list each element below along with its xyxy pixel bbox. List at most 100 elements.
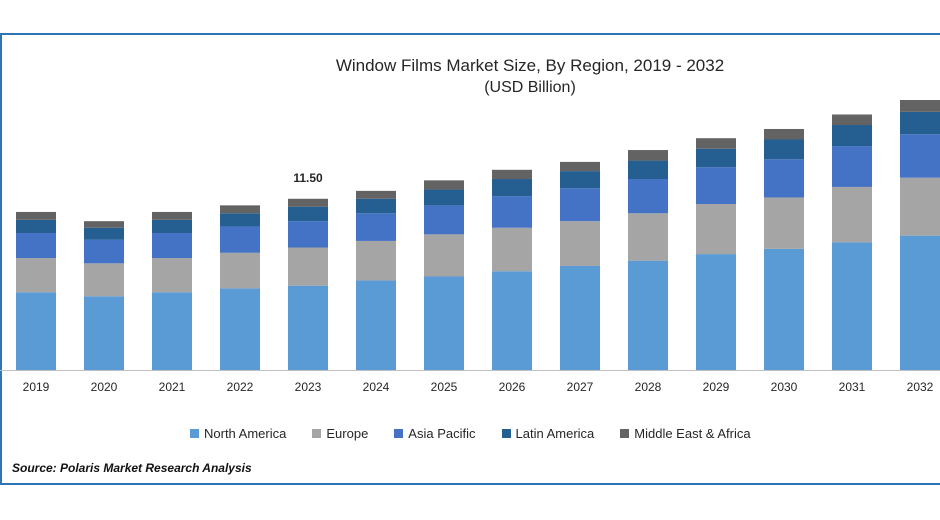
legend-item-europe: Europe (312, 426, 368, 441)
legend-label: Latin America (515, 426, 595, 441)
bar-segment-2030-north-america (764, 248, 804, 370)
bar-segment-2027-europe (560, 221, 600, 266)
legend-swatch (190, 429, 199, 438)
bar-segment-2028-asia-pacific (628, 179, 668, 214)
bar-segment-2026-middle-east-africa (492, 169, 532, 180)
bar-segment-2031-north-america (832, 242, 872, 370)
legend-swatch (312, 429, 322, 438)
bar-segment-2032-latin-america (900, 111, 940, 135)
bar-segment-2022-north-america (220, 288, 260, 370)
bar-segment-2022-europe (220, 252, 260, 289)
legend-swatch (620, 429, 630, 438)
bar-segment-2020-north-america (84, 296, 124, 370)
bar-segment-2024-latin-america (356, 198, 396, 214)
bar-segment-2023-north-america (288, 285, 328, 370)
bar-segment-2025-middle-east-africa (424, 180, 464, 190)
bar-segment-2023-europe (288, 247, 328, 286)
legend-label: Middle East & Africa (634, 426, 751, 441)
bar-segment-2021-europe (152, 258, 192, 293)
legend-item-north-america: North America (190, 426, 286, 441)
bar-segment-2030-latin-america (764, 139, 804, 160)
bar-segment-2029-middle-east-africa (696, 138, 736, 149)
bar-segment-2026-latin-america (492, 179, 532, 197)
bar-segment-2028-latin-america (628, 160, 668, 180)
bar-segment-2021-latin-america (152, 219, 192, 234)
bar-segment-2030-europe (764, 197, 804, 249)
bar-segment-2029-europe (696, 204, 736, 255)
legend-label: Asia Pacific (408, 426, 476, 441)
x-tick-label: 2027 (567, 380, 594, 394)
x-tick-label: 2025 (431, 380, 458, 394)
bar-segment-2029-north-america (696, 254, 736, 370)
bar-segment-2020-latin-america (84, 227, 124, 240)
legend-swatch (394, 429, 404, 438)
data-label: 11.50 (293, 171, 323, 185)
bar-segment-2032-asia-pacific (900, 134, 940, 178)
bar-segment-2029-latin-america (696, 148, 736, 168)
bar-segment-2025-europe (424, 234, 464, 277)
bar-segment-2030-middle-east-africa (764, 128, 804, 140)
bar-segment-2028-north-america (628, 260, 668, 370)
bar-segment-2032-north-america (900, 235, 940, 370)
x-tick-label: 2023 (295, 380, 322, 394)
chart-subtitle: (USD Billion) (484, 79, 576, 96)
x-tick-label: 2028 (635, 380, 662, 394)
bar-segment-2025-asia-pacific (424, 205, 464, 235)
x-tick-label: 2029 (703, 380, 730, 394)
bar-segment-2024-middle-east-africa (356, 190, 396, 199)
bar-segment-2026-europe (492, 227, 532, 272)
chart-title: Window Films Market Size, By Region, 201… (335, 56, 725, 75)
legend-label: Europe (326, 426, 369, 441)
bar-segment-2021-asia-pacific (152, 233, 192, 259)
x-tick-label: 2026 (499, 380, 526, 394)
legend-label: North America (204, 426, 287, 441)
bar-segment-2027-north-america (560, 265, 600, 370)
x-tick-label: 2020 (91, 380, 118, 394)
legend-item-asia-pacific: Asia Pacific (394, 426, 476, 441)
bar-segment-2024-north-america (356, 280, 396, 370)
bar-segment-2023-latin-america (288, 206, 328, 222)
chart-legend: North America Europe Asia Pacific Latin … (190, 426, 840, 441)
bar-segment-2027-latin-america (560, 171, 600, 189)
legend-swatch (501, 429, 511, 438)
bar-segment-2028-middle-east-africa (628, 150, 668, 161)
bar-segment-2021-middle-east-africa (152, 211, 192, 220)
x-tick-label: 2030 (771, 380, 798, 394)
bar-segment-2024-europe (356, 240, 396, 281)
bar-segment-2026-asia-pacific (492, 196, 532, 228)
bar-segment-2020-europe (84, 263, 124, 297)
bar-segment-2031-asia-pacific (832, 146, 872, 187)
bar-segment-2022-asia-pacific (220, 226, 260, 253)
bar-segment-2023-asia-pacific (288, 221, 328, 248)
bar-segment-2022-middle-east-africa (220, 205, 260, 214)
x-tick-label: 2031 (839, 380, 866, 394)
bar-segment-2025-latin-america (424, 189, 464, 206)
bar-segment-2027-middle-east-africa (560, 161, 600, 172)
x-tick-label: 2024 (363, 380, 390, 394)
legend-item-latin-america: Latin America (501, 426, 595, 441)
bar-segment-2029-asia-pacific (696, 167, 736, 205)
bar-segment-2023-middle-east-africa (288, 198, 328, 207)
bar-segment-2028-europe (628, 213, 668, 261)
bar-segment-2021-north-america (152, 292, 192, 370)
legend-item-middle-east-africa: Middle East & Africa (620, 426, 751, 441)
x-tick-label: 2021 (159, 380, 186, 394)
bar-segment-2026-north-america (492, 271, 532, 370)
bar-segment-2031-latin-america (832, 125, 872, 147)
x-tick-label: 2032 (907, 380, 934, 394)
bar-segment-2019-north-america (16, 292, 56, 370)
bar-segment-2019-middle-east-africa (16, 211, 56, 220)
bar-segment-2022-latin-america (220, 213, 260, 227)
bar-segment-2020-middle-east-africa (84, 221, 124, 228)
bar-segment-2032-europe (900, 177, 940, 236)
bar-segment-2020-asia-pacific (84, 239, 124, 264)
x-tick-label: 2019 (23, 380, 50, 394)
bar-segment-2019-latin-america (16, 219, 56, 234)
chart-frame (0, 33, 940, 485)
source-note: Source: Polaris Market Research Analysis (12, 461, 252, 475)
bar-segment-2027-asia-pacific (560, 188, 600, 222)
x-tick-label: 2022 (227, 380, 254, 394)
bar-segment-2025-north-america (424, 276, 464, 370)
bar-segment-2019-asia-pacific (16, 233, 56, 259)
bar-segment-2019-europe (16, 258, 56, 293)
